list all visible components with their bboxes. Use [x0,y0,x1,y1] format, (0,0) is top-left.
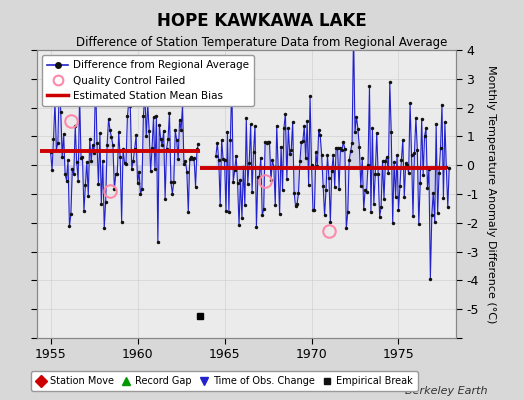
Text: Difference of Station Temperature Data from Regional Average: Difference of Station Temperature Data f… [77,36,447,49]
Legend: Station Move, Record Gap, Time of Obs. Change, Empirical Break: Station Move, Record Gap, Time of Obs. C… [31,372,418,391]
Text: Berkeley Earth: Berkeley Earth [405,386,487,396]
Y-axis label: Monthly Temperature Anomaly Difference (°C): Monthly Temperature Anomaly Difference (… [486,65,496,323]
Legend: Difference from Regional Average, Quality Control Failed, Estimated Station Mean: Difference from Regional Average, Qualit… [42,55,254,106]
Text: HOPE KAWKAWA LAKE: HOPE KAWKAWA LAKE [157,12,367,30]
